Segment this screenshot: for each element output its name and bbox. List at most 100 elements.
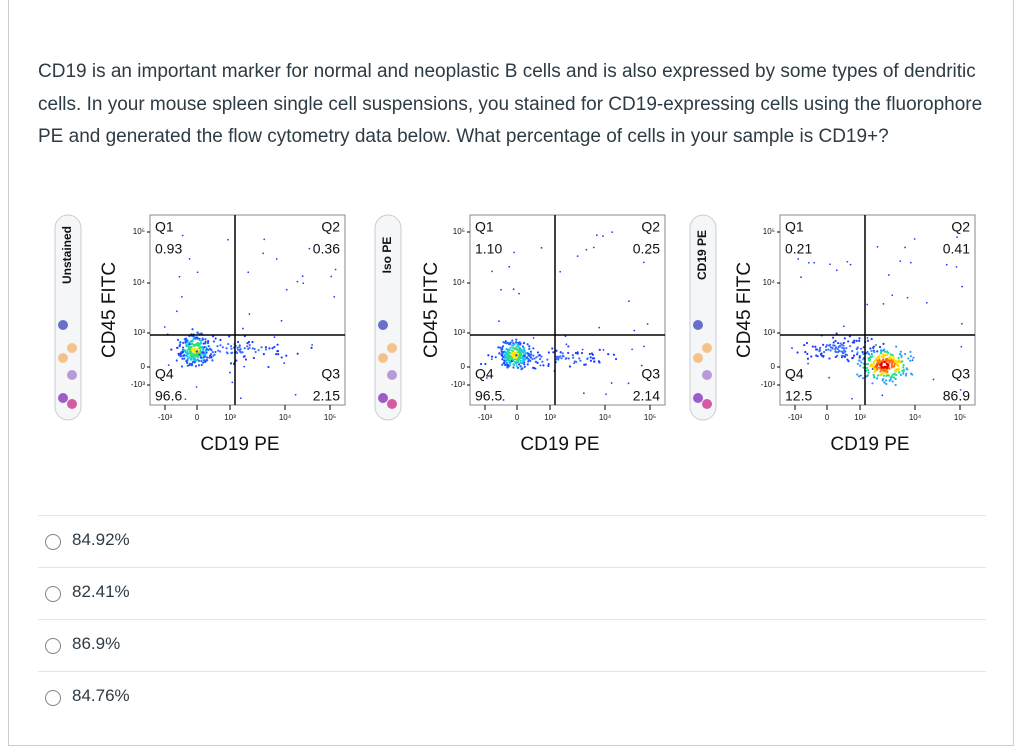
event-dot — [195, 342, 198, 345]
event-dot — [892, 355, 895, 358]
radio-button[interactable] — [45, 586, 61, 602]
event-dot — [512, 359, 515, 363]
event-dot — [487, 354, 490, 357]
event-dot — [555, 355, 558, 358]
event-dot — [199, 356, 202, 359]
event-dot — [526, 363, 529, 366]
event-dot — [838, 344, 841, 348]
event-dot — [894, 383, 897, 387]
event-dot — [961, 285, 964, 288]
event-dot — [271, 347, 274, 350]
event-dot — [956, 236, 958, 239]
event-dot — [872, 362, 876, 365]
event-dot — [500, 288, 502, 291]
event-dot — [819, 346, 822, 349]
event-dot — [268, 347, 271, 350]
event-dot — [884, 371, 887, 374]
event-dot — [211, 351, 214, 354]
event-dot — [595, 234, 598, 237]
quadrant-name: Q4 — [155, 366, 174, 382]
event-dot — [894, 373, 897, 376]
event-dot — [886, 365, 889, 368]
event-dot — [193, 354, 197, 357]
x-tick-label: 10³ — [544, 413, 556, 422]
radio-button[interactable] — [45, 690, 61, 706]
event-dot — [175, 310, 178, 313]
event-dot — [170, 348, 173, 351]
event-dot — [567, 357, 570, 360]
event-dot — [879, 373, 882, 377]
event-dot — [847, 340, 850, 343]
event-dot — [575, 360, 578, 363]
event-dot — [904, 246, 906, 249]
event-dot — [876, 368, 879, 371]
event-dot — [273, 336, 276, 339]
event-dot — [515, 354, 518, 357]
event-dot — [887, 374, 890, 377]
event-dot — [867, 368, 870, 372]
event-dot — [912, 356, 915, 359]
event-dot — [210, 356, 213, 359]
event-dot — [572, 356, 575, 359]
event-dot — [248, 313, 251, 315]
event-dot — [191, 361, 194, 364]
event-dot — [886, 370, 889, 373]
event-dot — [527, 360, 530, 363]
event-dot — [574, 351, 578, 355]
tube-cell-icon — [387, 370, 397, 380]
event-dot — [248, 343, 251, 347]
event-dot — [807, 261, 810, 264]
event-dot — [239, 397, 242, 400]
event-dot — [902, 363, 905, 367]
event-dot — [555, 349, 558, 352]
event-dot — [857, 375, 861, 378]
event-dot — [891, 360, 895, 363]
event-dot — [895, 361, 898, 365]
event-dot — [818, 349, 822, 352]
quadrant-name: Q4 — [475, 366, 494, 382]
event-dot — [507, 348, 511, 351]
radio-button[interactable] — [45, 534, 61, 550]
event-dot — [500, 346, 504, 349]
event-dot — [815, 348, 819, 351]
event-dot — [882, 342, 885, 346]
x-tick-label: 10⁴ — [279, 413, 292, 422]
option-text: 82.41% — [72, 582, 130, 601]
event-dot — [181, 234, 184, 237]
x-axis-label: CD19 PE — [520, 434, 599, 455]
event-dot — [510, 349, 513, 352]
event-dot — [296, 352, 299, 355]
event-dot — [260, 346, 263, 349]
event-dot — [252, 356, 255, 360]
answer-option[interactable]: 84.92% — [38, 515, 986, 568]
event-dot — [229, 371, 231, 374]
event-dot — [841, 346, 844, 349]
answer-option[interactable]: 82.41% — [38, 567, 986, 620]
event-dot — [179, 341, 182, 344]
event-dot — [490, 358, 493, 361]
event-dot — [579, 359, 582, 362]
event-dot — [843, 337, 846, 340]
event-dot — [555, 358, 558, 361]
event-dot — [308, 247, 311, 250]
event-dot — [203, 346, 206, 349]
event-dot — [955, 265, 958, 268]
quadrant-value: 0.36 — [313, 241, 340, 257]
event-dot — [236, 340, 240, 344]
event-dot — [843, 355, 847, 358]
radio-button[interactable] — [45, 638, 61, 654]
event-dot — [528, 353, 531, 356]
event-dot — [582, 392, 585, 395]
event-dot — [819, 353, 823, 356]
event-dot — [567, 351, 570, 355]
event-dot — [816, 355, 819, 358]
event-dot — [512, 346, 515, 349]
event-dot — [506, 361, 509, 364]
event-dot — [866, 350, 869, 353]
answer-option[interactable]: 84.76% — [38, 671, 986, 724]
event-dot — [186, 339, 189, 342]
event-dot — [531, 357, 534, 361]
answer-option[interactable]: 86.9% — [38, 619, 986, 672]
x-tick-label: -10³ — [158, 413, 173, 422]
x-tick-label: 0 — [825, 413, 830, 422]
